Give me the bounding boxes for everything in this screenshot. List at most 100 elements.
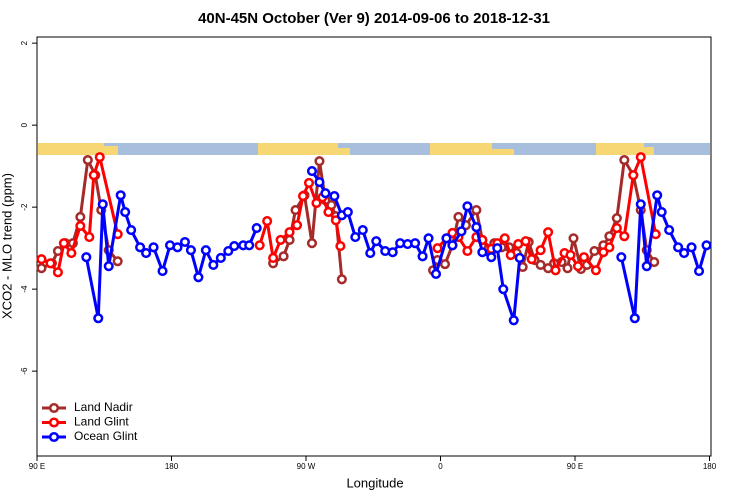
point (371, 236, 382, 247)
point (629, 313, 640, 324)
point (120, 207, 131, 218)
point (649, 257, 660, 268)
point (508, 315, 519, 326)
point (342, 207, 353, 218)
point (306, 238, 318, 249)
legend-label: Land Glint (74, 415, 129, 429)
point (75, 211, 86, 223)
point (97, 199, 108, 210)
point (432, 243, 443, 254)
legend-label: Ocean Glint (74, 429, 138, 443)
y-tick-label: 0 (20, 122, 29, 127)
point (357, 225, 368, 236)
x-axis-label: Longitude (346, 475, 403, 490)
point (254, 240, 265, 251)
point (172, 242, 183, 253)
point (185, 245, 196, 256)
point (520, 236, 531, 247)
point (471, 222, 482, 233)
point (543, 227, 554, 238)
point (628, 170, 639, 181)
point (229, 241, 240, 252)
point (329, 191, 340, 202)
legend-label: Land Nadir (74, 400, 133, 414)
point (297, 191, 309, 202)
x-tick-label: 90 E (567, 462, 583, 471)
x-tick-label: 90 E (29, 462, 45, 471)
point (423, 233, 434, 244)
point (430, 268, 442, 280)
x-tick-label: 180 (165, 462, 179, 471)
point (611, 213, 622, 224)
x-tick-label: 0 (438, 462, 443, 471)
point (45, 258, 56, 269)
x-tick-label: 180 (703, 462, 717, 471)
point (619, 154, 630, 166)
point (314, 177, 325, 188)
point (471, 204, 482, 216)
y-tick-label: -2 (20, 203, 29, 211)
point (387, 247, 398, 258)
point (656, 207, 667, 218)
point (578, 252, 590, 263)
point (456, 226, 467, 237)
point (193, 272, 204, 283)
point (336, 274, 347, 285)
point (562, 263, 573, 274)
point (284, 227, 295, 238)
point (268, 252, 279, 264)
point (492, 243, 503, 254)
point (462, 245, 473, 257)
point (278, 251, 289, 262)
point (335, 241, 346, 252)
point (439, 259, 451, 270)
point (590, 265, 601, 276)
point (498, 284, 509, 295)
point (611, 223, 622, 234)
point (94, 152, 105, 163)
point (103, 261, 114, 272)
point (84, 232, 95, 243)
point (135, 242, 146, 253)
point (589, 245, 600, 257)
point (244, 240, 255, 251)
point (616, 252, 627, 263)
point (572, 261, 584, 272)
point (311, 197, 322, 209)
point (179, 236, 191, 248)
point (148, 242, 159, 253)
point (664, 225, 675, 236)
point (693, 266, 705, 277)
point (66, 248, 77, 259)
y-axis-label: XCO2 - MLO trend (ppm) (0, 173, 14, 319)
point (320, 188, 331, 199)
point (462, 201, 473, 212)
point (36, 254, 47, 265)
point (284, 234, 295, 245)
point (701, 240, 712, 251)
legend-marker (48, 417, 60, 428)
land-mask-strip (38, 143, 710, 155)
point (673, 242, 684, 253)
point (215, 252, 226, 264)
point (441, 233, 452, 244)
point (303, 177, 315, 189)
point (410, 238, 421, 249)
x-tick-label: 90 W (297, 462, 316, 471)
point (223, 245, 234, 257)
point (157, 266, 168, 277)
point (82, 154, 93, 166)
point (306, 166, 318, 177)
point (291, 220, 303, 231)
point (499, 233, 510, 244)
point (52, 267, 63, 278)
point (604, 242, 615, 253)
legend-marker (48, 431, 60, 443)
point (652, 190, 663, 201)
point (275, 234, 286, 245)
point (112, 256, 123, 267)
point (262, 216, 273, 227)
point (641, 261, 652, 272)
point (679, 248, 690, 259)
